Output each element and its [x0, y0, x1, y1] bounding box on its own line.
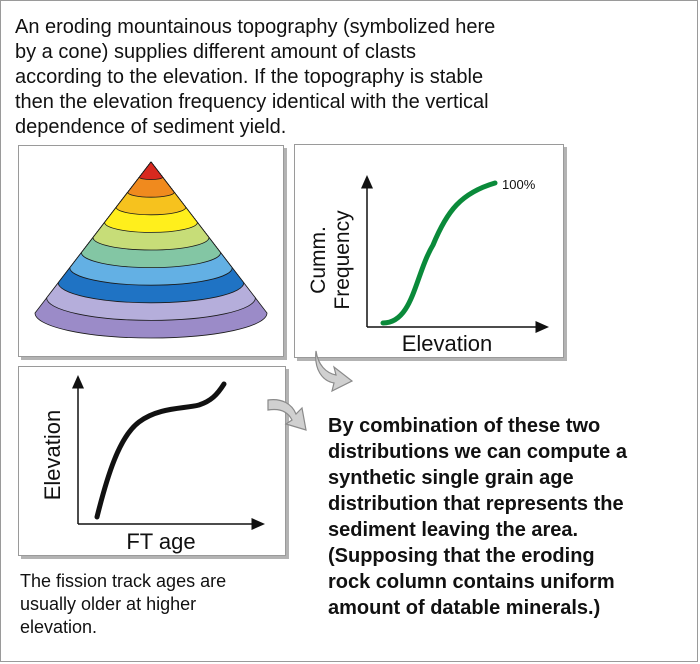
ft-age-plot: Elevation FT age — [40, 375, 265, 554]
ft-age-panel: Elevation FT age — [18, 366, 286, 556]
intro-text: An eroding mountainous topography (symbo… — [15, 15, 535, 140]
conclusion-line: amount of datable minerals.) — [328, 597, 601, 619]
footnote-line: The fission track ages are — [20, 571, 227, 591]
conclusion-line: synthetic single grain age — [328, 467, 574, 489]
x-axis-label: Elevation — [402, 331, 493, 356]
intro-line: according to the elevation. If the topog… — [15, 66, 484, 88]
cumulative-frequency-plot: 100% Cumm. Frequency Elevation — [307, 175, 549, 356]
cumulative-curve — [380, 180, 498, 326]
footnote-text: The fission track ages are usually older… — [20, 570, 280, 639]
y-axis-label: Elevation — [40, 410, 65, 501]
y-axis-label-line2: Frequency — [331, 210, 354, 310]
conclusion-text: By combination of these two distribution… — [328, 413, 688, 621]
curved-arrow-icon — [267, 399, 307, 431]
conclusion-line: By combination of these two — [328, 415, 601, 437]
conclusion-line: (Supposing that the eroding — [328, 545, 595, 567]
intro-line: then the elevation frequency identical w… — [15, 91, 489, 113]
cone-band — [138, 161, 164, 180]
intro-line: dependence of sediment yield. — [15, 116, 287, 138]
intro-line: by a cone) supplies different amount of … — [15, 41, 416, 63]
annotation-100-percent: 100% — [502, 177, 536, 192]
cone-panel — [18, 145, 284, 357]
y-axis-label-line1: Cumm. — [307, 226, 330, 294]
conclusion-line: distribution that represents the — [328, 493, 624, 515]
cone-diagram — [34, 161, 268, 339]
conclusion-line: distributions we can compute a — [328, 441, 627, 463]
footnote-line: usually older at higher — [20, 594, 197, 614]
footnote-line: elevation. — [20, 617, 98, 637]
intro-line: An eroding mountainous topography (symbo… — [15, 16, 496, 38]
curved-arrow-icon — [315, 350, 354, 393]
x-axis-label: FT age — [126, 529, 195, 554]
ft-age-curve — [94, 381, 227, 520]
conclusion-line: sediment leaving the area. — [328, 519, 579, 541]
cumulative-frequency-panel: 100% Cumm. Frequency Elevation — [294, 144, 564, 358]
conclusion-line: rock column contains uniform — [328, 571, 615, 593]
